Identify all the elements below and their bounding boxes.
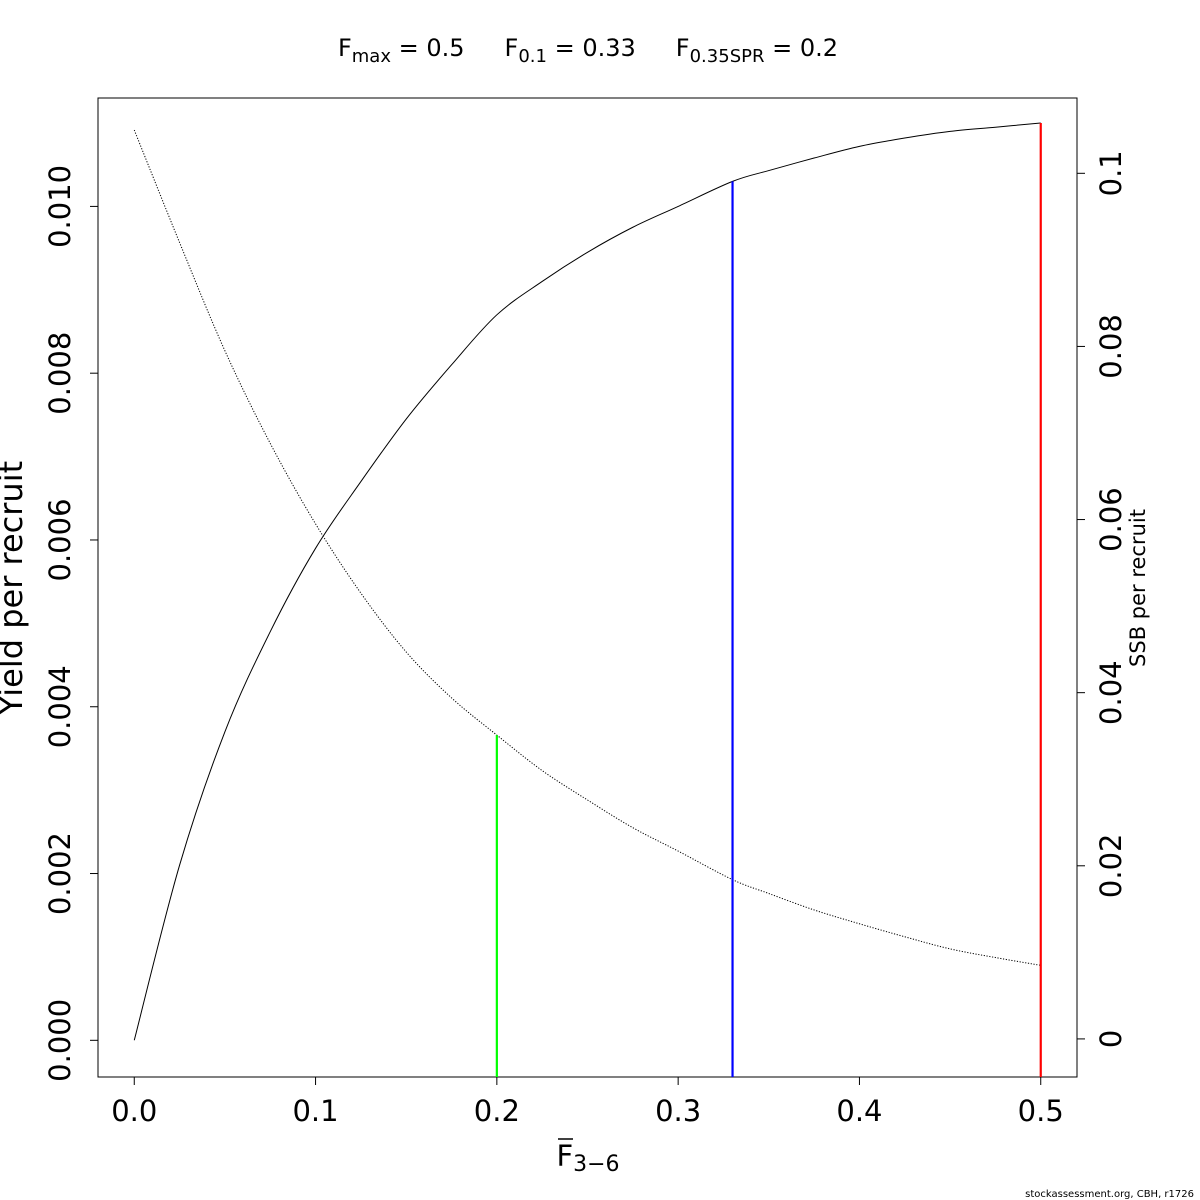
y-axis-left: 0.000 0.002 0.004 0.006 0.008 0.010: [43, 165, 98, 1082]
x-axis-label-main: F: [556, 1139, 573, 1173]
x-tick-label: 0.4: [836, 1094, 882, 1128]
y-right-tick-label: 0.06: [1094, 487, 1128, 552]
y-left-tick-label: 0.004: [43, 665, 77, 748]
title-part-1-sub: 0.1: [518, 46, 547, 67]
chart-title: Fmax = 0.5 F0.1 = 0.33 F0.35SPR = 0.2: [338, 34, 838, 67]
y-axis-left-label: Yield per recruit: [0, 461, 30, 716]
title-part-1-value: = 0.33: [547, 34, 636, 62]
y-left-tick-label: 0.010: [43, 165, 77, 248]
y-right-tick-label: 0.1: [1094, 150, 1128, 196]
series-layer: [133, 122, 1041, 1041]
plot-frame: [97, 97, 1078, 1078]
title-part-0-sub: max: [352, 46, 392, 67]
title-part-2-value: = 0.2: [764, 34, 838, 62]
x-tick-label: 0.5: [1018, 1094, 1064, 1128]
x-axis-label-sub: 3−6: [573, 1152, 619, 1177]
y-left-tick-label: 0.002: [43, 832, 77, 915]
x-tick-label: 0.1: [292, 1094, 338, 1128]
x-axis-label: F3−6: [556, 1138, 620, 1177]
x-axis: 0.0 0.1 0.2 0.3 0.4 0.5: [111, 1077, 1064, 1128]
x-tick-label: 0.2: [474, 1094, 520, 1128]
y-left-tick-label: 0.006: [43, 498, 77, 581]
ssb-per-recruit-line: [133, 129, 1041, 966]
x-tick-label: 0.3: [655, 1094, 701, 1128]
yield-per-recruit-line: [133, 122, 1041, 1041]
title-part-2-sub: 0.35SPR: [690, 46, 765, 67]
y-left-tick-label: 0.008: [43, 332, 77, 415]
y-right-tick-label: 0.02: [1094, 834, 1128, 899]
title-part-1-main: F: [505, 34, 519, 62]
title-part-2-main: F: [676, 34, 690, 62]
svg-text:F3−6: F3−6: [556, 1139, 619, 1177]
y-axis-right: 0 0.02 0.04 0.06 0.08 0.1: [1077, 150, 1128, 1048]
reference-lines: [495, 123, 1042, 1077]
x-tick-label: 0.0: [111, 1094, 157, 1128]
footer-credit: stockassessment.org, CBH, r1726: [1025, 1189, 1194, 1200]
title-part-0-value: = 0.5: [391, 34, 465, 62]
title-part-0-main: F: [338, 34, 352, 62]
y-right-tick-label: 0.04: [1094, 660, 1128, 725]
y-left-tick-label: 0.000: [43, 999, 77, 1082]
y-right-tick-label: 0.08: [1094, 314, 1128, 379]
chart-title-text: Fmax = 0.5 F0.1 = 0.33 F0.35SPR = 0.2: [338, 34, 838, 67]
y-right-tick-label: 0: [1094, 1030, 1128, 1048]
y-axis-right-label: SSB per recruit: [1126, 509, 1150, 667]
